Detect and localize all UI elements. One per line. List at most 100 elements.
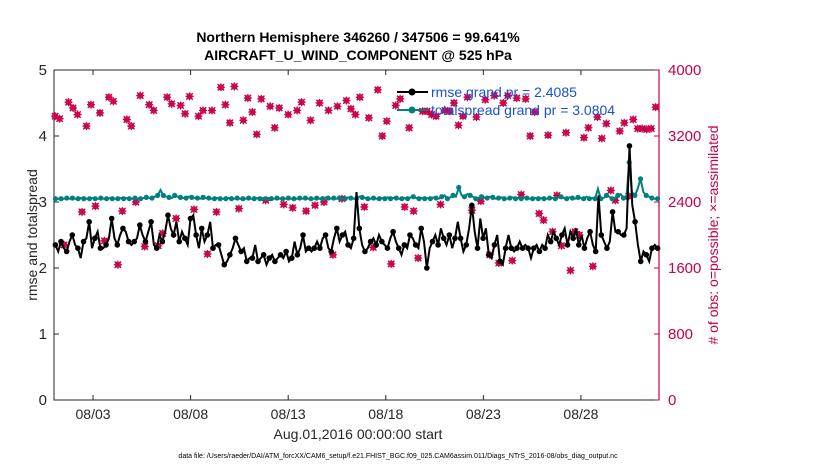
totalspread-point (581, 196, 587, 202)
possible-point (56, 115, 63, 122)
series-rmse (52, 143, 661, 271)
possible-point (105, 94, 112, 101)
rmse-point (530, 245, 537, 251)
possible-point (598, 135, 605, 142)
totalspread-point (189, 194, 195, 200)
rmse-point (272, 258, 278, 265)
possible-point (302, 207, 310, 215)
totalspread-point (359, 194, 365, 200)
totalspread-point (535, 196, 541, 202)
rmse-point (424, 265, 430, 271)
rmse-point (446, 232, 453, 238)
x-tick-label: 08/13 (271, 406, 306, 422)
rmse-point (232, 235, 239, 242)
possible-point (285, 111, 292, 118)
possible-point (473, 113, 480, 121)
possible-point (195, 113, 202, 120)
rmse-point (621, 232, 627, 238)
totalspread-point (422, 196, 428, 202)
possible-point (168, 100, 175, 107)
possible-point (222, 101, 229, 108)
rmse-point (277, 252, 284, 258)
totalspread-point (467, 192, 473, 198)
rmse-point (576, 242, 582, 248)
possible-point (365, 114, 372, 121)
possible-point (392, 102, 399, 109)
totalspread-point (507, 195, 513, 201)
totalspread-point (512, 196, 519, 202)
totalspread-point (58, 196, 64, 202)
x-axis: 08/03 08/08 08/13 08/18 08/23 08/28 (76, 70, 599, 422)
y-left-tick-label: 0 (39, 392, 47, 409)
legend-spread-label: totalspread grand pr = 3.0804 (431, 102, 615, 118)
totalspread-point (484, 195, 490, 201)
totalspread-point (69, 195, 76, 201)
possible-point (217, 84, 225, 91)
rmse-point (587, 228, 593, 235)
totalspread-point (387, 196, 394, 202)
possible-point (446, 108, 453, 115)
rmse-point (581, 245, 588, 251)
totalspread-point (439, 194, 445, 200)
rmse-point (367, 238, 374, 245)
rmse-point (553, 235, 560, 242)
totalspread-point (336, 195, 343, 201)
rmse-point (654, 245, 661, 251)
totalspread-point (410, 194, 416, 200)
possible-point (307, 117, 314, 124)
rmse-point (463, 242, 470, 248)
y-axis-left-label: rmse and totalspread (24, 169, 40, 301)
possible-point (522, 95, 529, 102)
y-left-tick-label: 5 (39, 62, 47, 79)
possible-point (325, 107, 332, 114)
rmse-point (283, 248, 289, 255)
possible-point (603, 120, 610, 127)
rmse-point (373, 242, 379, 248)
totalspread-point (603, 192, 610, 198)
possible-point (464, 94, 471, 101)
rmse-point (649, 245, 655, 251)
rmse-point (592, 248, 599, 255)
totalspread-point (103, 196, 110, 202)
possible-point (388, 260, 395, 267)
totalspread-point (632, 192, 638, 198)
possible-point (504, 92, 511, 99)
totalspread-point (490, 194, 496, 200)
data-file-footer: data file: /Users/raeder/DAI/ATM_forcXX/… (178, 453, 618, 460)
possible-point (527, 132, 534, 140)
y-left-tick-label: 4 (39, 128, 47, 145)
totalspread-point (149, 195, 155, 201)
totalspread-point (586, 196, 593, 202)
x-tick-label: 08/18 (368, 406, 403, 422)
totalspread-point (552, 196, 558, 202)
totalspread-point (524, 195, 530, 201)
possible-point (276, 104, 283, 112)
possible-point (383, 118, 390, 125)
totalspread-point (64, 195, 70, 201)
totalspread-point (575, 194, 581, 200)
totalspread-point (115, 196, 121, 202)
possible-point (455, 122, 462, 129)
totalspread-point (501, 196, 507, 202)
rmse-point (86, 219, 92, 225)
possible-point (509, 257, 516, 264)
possible-point (123, 116, 130, 123)
y-right-tick-label: 0 (668, 392, 676, 409)
possible-point (410, 207, 417, 215)
rmse-point (435, 242, 441, 248)
possible-point (235, 205, 242, 212)
possible-point (648, 125, 655, 132)
possible-point (137, 92, 144, 99)
possible-point (181, 110, 189, 117)
rmse-point (564, 242, 571, 248)
possible-point (361, 203, 368, 211)
rmse-point (69, 232, 76, 238)
possible-point (540, 217, 547, 224)
possible-point (580, 134, 588, 141)
totalspread-point (348, 195, 354, 201)
plot-area (53, 69, 660, 401)
right-axis: 0 800 1600 2400 3200 4000 (654, 62, 701, 409)
rmse-point (97, 245, 104, 251)
totalspread-point (92, 196, 98, 202)
rmse-point (108, 215, 115, 222)
